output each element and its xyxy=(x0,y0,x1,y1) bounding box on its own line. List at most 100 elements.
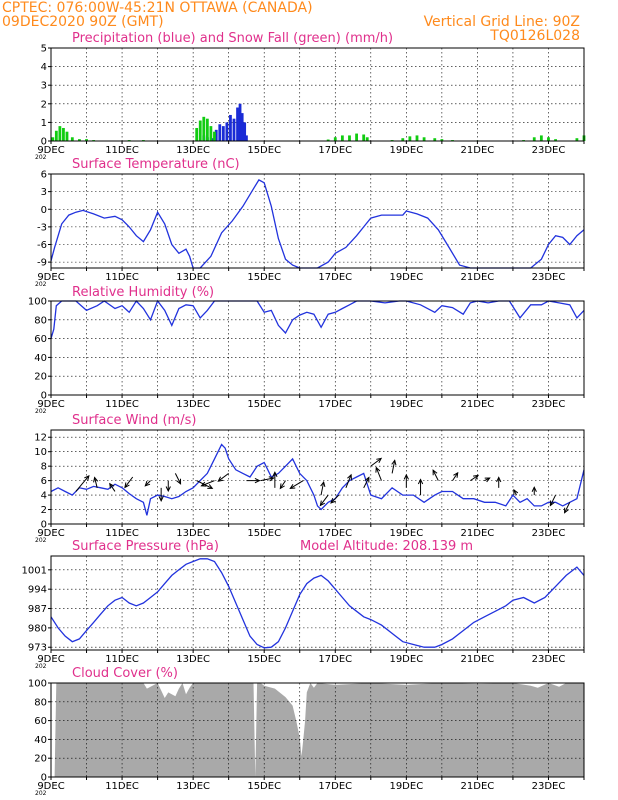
snow-bar xyxy=(355,133,358,141)
wind-vector-head xyxy=(364,476,370,483)
x-tick-label: 19DEC xyxy=(389,145,423,156)
y-tick-label: 0 xyxy=(41,520,47,531)
series-line xyxy=(50,179,585,269)
wind-vector-head xyxy=(279,483,285,490)
wind-vector-head xyxy=(484,477,491,483)
wind-vector-head xyxy=(200,481,207,487)
snow-bar xyxy=(51,137,55,141)
x-tick-label: 17DEC xyxy=(318,654,352,665)
snow-bar xyxy=(198,120,202,141)
wind-vector-head xyxy=(432,469,438,476)
y-tick-label: 994 xyxy=(28,585,47,596)
x-tick-label: 11DEC xyxy=(105,781,139,792)
snow-bar xyxy=(202,116,206,141)
y-tick-label: 3 xyxy=(41,187,47,198)
snow-bar xyxy=(62,127,65,141)
wind-vector-head xyxy=(207,484,214,489)
panel-title: Relative Humidity (%) xyxy=(72,285,214,300)
cloud-area xyxy=(51,683,584,777)
x-tick-label: 9DEC xyxy=(37,399,64,410)
snow-bar xyxy=(539,135,543,141)
y-tick-label: 987 xyxy=(28,604,47,615)
wind-vector-head xyxy=(513,488,519,495)
panel-wind: Surface Wind (m/s) 0 2 4 6 8 10 12 9DEC 11DEC 13… xyxy=(34,413,585,544)
wind-vector xyxy=(319,494,329,506)
x-tick-label: 13DEC xyxy=(176,654,210,665)
snow-bar xyxy=(433,138,437,141)
x-axis: 9DEC 11DEC 13DEC 15DEC 17DEC 19DEC 21DEC 23DEC 2… xyxy=(35,777,585,797)
y-tick-label: -3 xyxy=(37,222,47,233)
wind-vector xyxy=(94,477,98,488)
wind-vector xyxy=(279,480,286,489)
wind-vector-head xyxy=(254,477,261,484)
y-tick-label: 80 xyxy=(34,697,47,708)
precip-bar xyxy=(214,129,218,141)
precip-bar xyxy=(236,107,239,141)
precip-bar xyxy=(232,118,236,141)
panel-pressure: Surface Pressure (hPa) Model Altitude: 2… xyxy=(22,539,585,670)
wind-vector-head xyxy=(319,500,326,507)
x-axis: 9DEC 11DEC 13DEC 15DEC 17DEC 19DEC 21DEC 23DEC 2… xyxy=(35,395,585,415)
y-tick-label: 80 xyxy=(34,315,47,326)
snow-bar xyxy=(333,137,337,141)
panel-temperature: Surface Temperature (nC) -9 -6 -3 0 3 6 9DEC 1… xyxy=(35,157,585,288)
wind-vector xyxy=(260,477,274,482)
wind-vector xyxy=(391,460,396,474)
snow-bar xyxy=(575,138,579,141)
precip-bar xyxy=(240,113,244,141)
wind-vector xyxy=(201,480,215,487)
snow-bar xyxy=(205,118,209,141)
x-tick-label: 15DEC xyxy=(247,781,281,792)
y-tick-label: 8 xyxy=(41,462,47,473)
wind-vector-head xyxy=(376,457,383,464)
grid xyxy=(51,301,584,395)
wind-vector-head xyxy=(165,486,171,493)
wind-vector-head xyxy=(84,474,90,481)
panel-title: Cloud Cover (%) xyxy=(72,666,178,681)
wind-vector-head xyxy=(391,459,397,466)
snow-bar xyxy=(65,131,69,141)
y-tick-label: 1 xyxy=(41,118,47,129)
y-tick-label: 12 xyxy=(34,433,47,444)
x-tick-label: 23DEC xyxy=(532,528,566,539)
y-tick-label: 2 xyxy=(41,505,47,516)
x-tick-label: 21DEC xyxy=(461,528,495,539)
grid xyxy=(51,430,584,524)
y-tick-label: 60 xyxy=(34,716,47,727)
x-axis: 9DEC 11DEC 13DEC 15DEC 17DEC 19DEC 21DEC 23DEC 2… xyxy=(35,141,585,161)
snow-bar xyxy=(362,134,366,141)
panel-frame xyxy=(50,47,585,142)
wind-vector-head xyxy=(268,476,275,482)
y-tick-label: -9 xyxy=(37,258,47,269)
year-label: 202 xyxy=(35,154,47,161)
x-tick-label: 23DEC xyxy=(532,399,566,410)
wind-vector-head xyxy=(549,500,555,507)
wind-vector-head xyxy=(109,482,115,489)
header-grid-note: Vertical Grid Line: 90Z xyxy=(424,14,580,30)
panel-title: Precipitation (blue) and Snow Fall (gree… xyxy=(72,31,393,46)
wind-vector-head xyxy=(330,497,336,504)
wind-vector-head xyxy=(158,496,164,502)
y-tick-label: 4 xyxy=(41,62,47,73)
precip-bar xyxy=(221,126,225,141)
year-label: 202 xyxy=(35,408,47,415)
wind-vector-head xyxy=(347,473,352,480)
y-tick-label: 0 xyxy=(41,137,47,148)
series xyxy=(50,443,585,516)
snow-bar xyxy=(547,137,550,141)
panel-frame xyxy=(50,173,585,269)
wind-vector-head xyxy=(403,473,409,480)
snow-bar xyxy=(195,127,199,141)
y-tick-label: 3 xyxy=(41,81,47,92)
x-tick-label: 13DEC xyxy=(176,781,210,792)
x-tick-label: 21DEC xyxy=(461,145,495,156)
precip-bar xyxy=(243,122,247,141)
x-tick-label: 9DEC xyxy=(37,145,64,156)
panel-title: Surface Temperature (nC) xyxy=(72,157,240,172)
y-tick-label: 0 xyxy=(41,773,47,784)
x-tick-label: 13DEC xyxy=(176,399,210,410)
y-tick-label: 1001 xyxy=(22,565,47,576)
wind-vector-head xyxy=(417,478,424,485)
wind-vector-head xyxy=(320,480,326,488)
wind-vector xyxy=(124,476,134,488)
